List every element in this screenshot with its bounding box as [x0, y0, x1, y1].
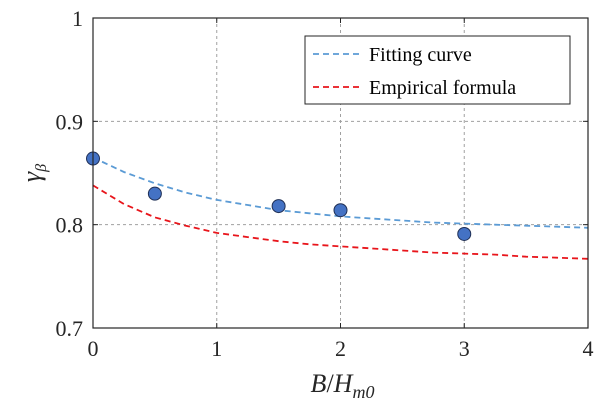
data-points: [86, 151, 472, 241]
x-tick-label-3: 3: [459, 336, 470, 361]
x-tick-label-2: 2: [335, 336, 346, 361]
y-tick-label-3: 1: [72, 6, 83, 31]
y-axis-label: γβ: [17, 164, 50, 182]
data-point-2: [271, 199, 286, 214]
grid-lines: [93, 18, 588, 328]
y-tick-label-2: 0.9: [56, 109, 84, 134]
x-tick-label-1: 1: [211, 336, 222, 361]
x-axis-label-subscript: m0: [352, 382, 374, 402]
series-line-empirical-formula: [92, 184, 589, 260]
y-axis-label-subscript: β: [33, 164, 50, 173]
data-point-4: [457, 226, 472, 241]
x-tick-label-0: 0: [88, 336, 99, 361]
axis-ticks: [92, 17, 589, 329]
x-axis-label-h: H: [333, 369, 354, 398]
x-axis-label-b: B: [311, 369, 327, 398]
data-point-1: [147, 186, 162, 201]
series-line-fitting-curve: [92, 156, 589, 229]
tick-labels: 0 1 2 3 4 0.7 0.8 0.9 1: [56, 6, 594, 361]
x-tick-label-4: 4: [583, 336, 594, 361]
data-point-3: [333, 203, 348, 218]
y-tick-label-1: 0.8: [56, 213, 84, 238]
legend: Fitting curve Empirical formula: [304, 35, 571, 105]
y-axis-label-gamma: γ: [17, 171, 46, 182]
x-axis-label: B/Hm0: [311, 369, 375, 402]
y-tick-label-0: 0.7: [56, 316, 84, 341]
legend-label-empirical-formula: Empirical formula: [369, 77, 516, 99]
legend-box: [304, 35, 571, 105]
series-layer: [92, 156, 589, 260]
x-axis-label-slash: /: [326, 369, 334, 398]
legend-label-fitting-curve: Fitting curve: [369, 44, 472, 66]
